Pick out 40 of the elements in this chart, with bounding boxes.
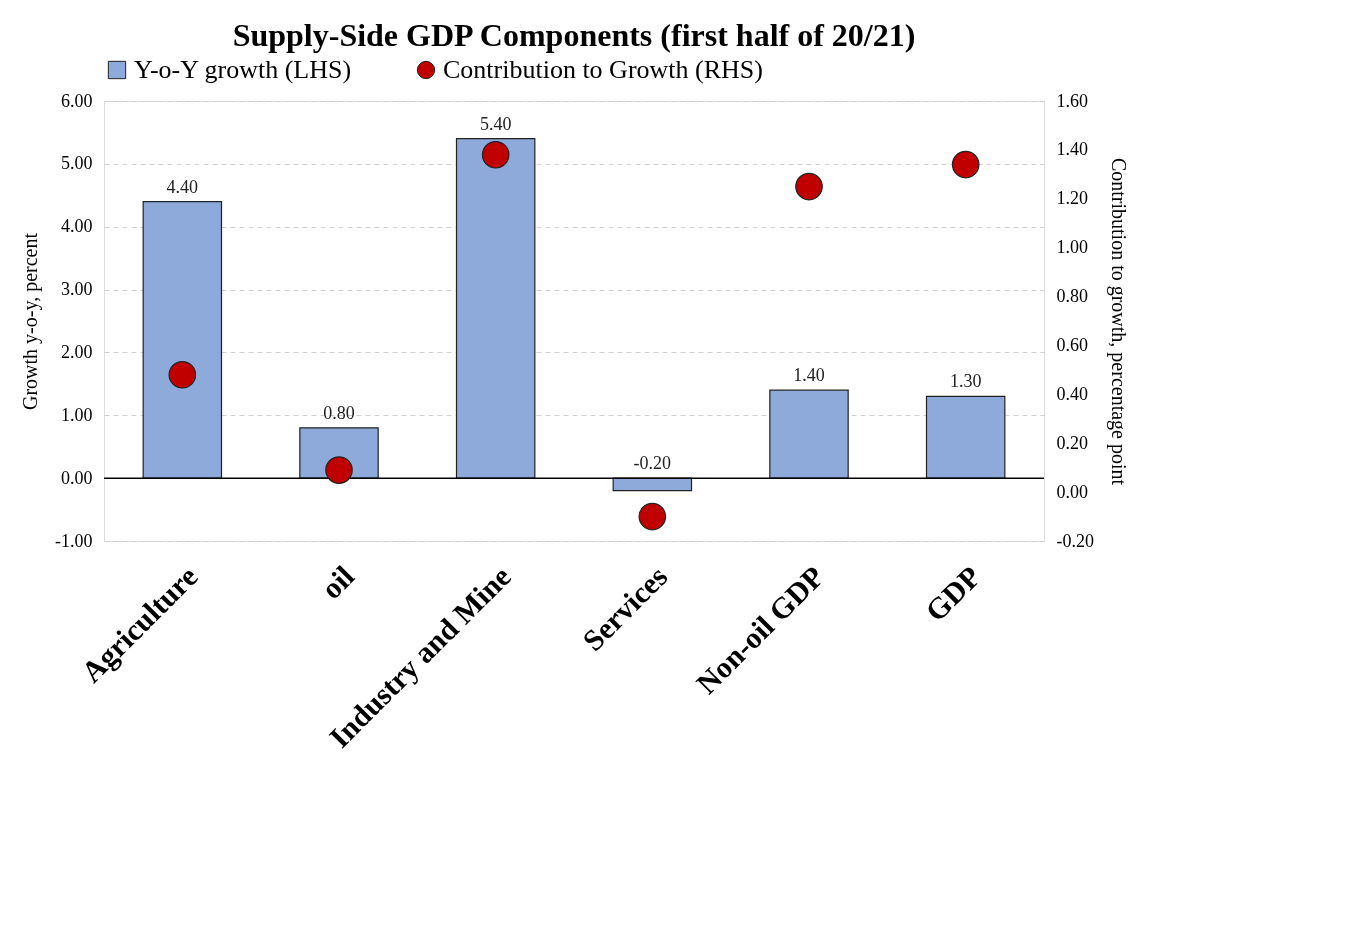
- bar: [769, 389, 849, 479]
- y2-tick-label: 0.20: [1056, 432, 1088, 453]
- data-label: 5.40: [479, 113, 512, 134]
- point: [638, 502, 667, 531]
- y-tick-label: 1.00: [61, 404, 93, 425]
- chart-title: Supply-Side GDP Components (first half of 20/21): [232, 17, 916, 53]
- y-tick-label: 2.00: [61, 341, 93, 362]
- y-tick-label: 5.00: [61, 153, 93, 174]
- bar: [925, 395, 1006, 479]
- y2-tick-label: 0.60: [1056, 334, 1088, 355]
- point: [795, 172, 823, 201]
- point: [325, 456, 353, 484]
- y2-axis-title: Contribution to growth, percentage point: [1106, 157, 1130, 486]
- point: [951, 150, 980, 179]
- data-label: -0.20: [633, 453, 672, 474]
- legend-label: Y-o-Y growth (LHS): [134, 55, 352, 84]
- point: [481, 140, 510, 169]
- y2-tick-label: 1.20: [1056, 188, 1088, 209]
- y2-tick-label: 1.00: [1056, 237, 1088, 258]
- y-tick-label: 0.00: [61, 467, 93, 488]
- y2-tick-label: -0.20: [1056, 530, 1094, 551]
- legend-label: Contribution to Growth (RHS): [443, 55, 763, 84]
- y-axis-title: Growth y-o-y, percent: [19, 232, 43, 410]
- y2-tick-label: 1.60: [1056, 90, 1088, 111]
- data-label: 1.40: [793, 365, 825, 386]
- y-tick-label: 3.00: [61, 279, 93, 300]
- y2-tick-label: 1.40: [1056, 139, 1088, 160]
- bar: [455, 138, 536, 479]
- y2-tick-label: 0.00: [1056, 481, 1088, 502]
- y2-tick-label: 0.80: [1056, 286, 1088, 307]
- y-tick-label: 6.00: [61, 90, 93, 111]
- y-tick-label: -1.00: [55, 530, 93, 551]
- point: [168, 360, 197, 389]
- bar: [142, 200, 223, 479]
- x-tick-label: oil: [314, 559, 361, 606]
- y2-tick-label: 0.40: [1056, 383, 1088, 404]
- data-label: 4.40: [166, 176, 199, 197]
- y-tick-label: 4.00: [61, 216, 93, 237]
- data-label: 1.30: [949, 371, 982, 392]
- data-label: 0.80: [323, 402, 355, 423]
